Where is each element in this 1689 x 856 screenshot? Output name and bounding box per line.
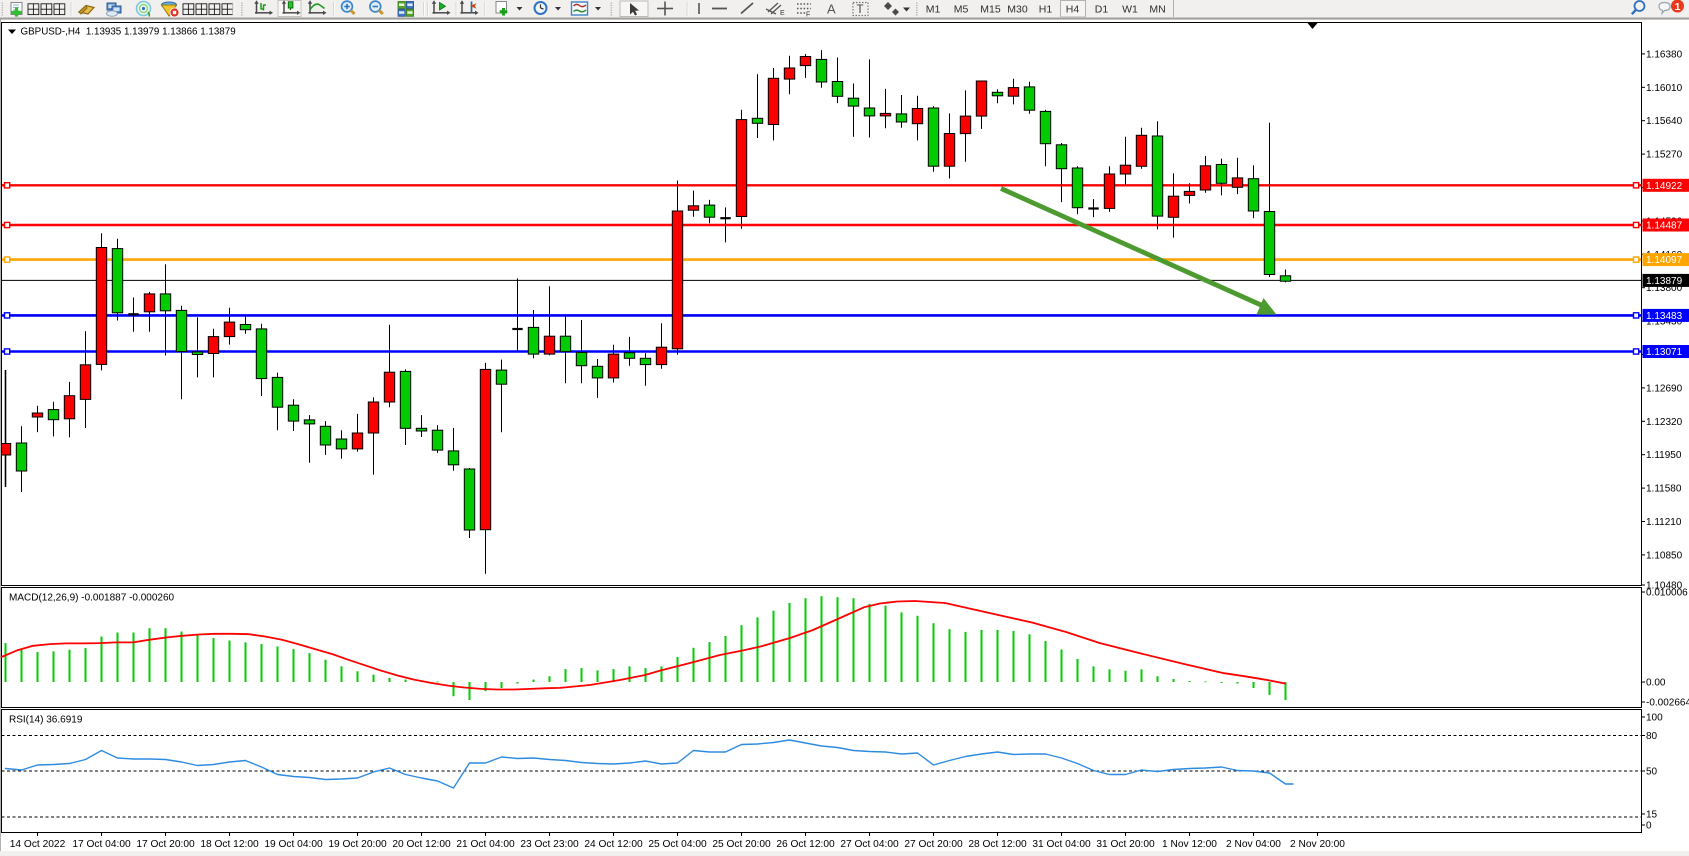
svg-text:27 Oct 04:00: 27 Oct 04:00 xyxy=(840,839,899,850)
svg-text:23 Oct 23:00: 23 Oct 23:00 xyxy=(520,839,579,850)
svg-text:27 Oct 20:00: 27 Oct 20:00 xyxy=(904,839,963,850)
svg-text:25 Oct 04:00: 25 Oct 04:00 xyxy=(648,839,707,850)
svg-text:0.010006: 0.010006 xyxy=(1646,588,1688,599)
svg-text:1.13071: 1.13071 xyxy=(1646,347,1683,358)
svg-text:80: 80 xyxy=(1646,731,1658,742)
svg-text:1.13800: 1.13800 xyxy=(1646,283,1683,294)
svg-text:1.15270: 1.15270 xyxy=(1646,150,1683,161)
svg-text:2 Nov 04:00: 2 Nov 04:00 xyxy=(1226,839,1281,850)
svg-text:1.10850: 1.10850 xyxy=(1646,550,1683,561)
svg-text:20 Oct 12:00: 20 Oct 12:00 xyxy=(392,839,451,850)
svg-text:MN: MN xyxy=(1149,4,1165,16)
svg-text:1.14097: 1.14097 xyxy=(1646,255,1683,266)
svg-text:26 Oct 12:00: 26 Oct 12:00 xyxy=(776,839,835,850)
svg-text:24 Oct 12:00: 24 Oct 12:00 xyxy=(584,839,643,850)
svg-text:MACD(12,26,9) -0.001887 -0.000: MACD(12,26,9) -0.001887 -0.000260 xyxy=(9,593,175,604)
svg-text:31 Oct 04:00: 31 Oct 04:00 xyxy=(1032,839,1091,850)
svg-text:31 Oct 20:00: 31 Oct 20:00 xyxy=(1096,839,1155,850)
svg-text:H4: H4 xyxy=(1066,4,1080,16)
svg-text:1.10480: 1.10480 xyxy=(1646,581,1683,592)
svg-text:T: T xyxy=(857,4,864,16)
svg-text:-0.002664: -0.002664 xyxy=(1646,698,1689,709)
svg-text:14 Oct 2022: 14 Oct 2022 xyxy=(10,839,66,850)
svg-text:1.12690: 1.12690 xyxy=(1646,383,1683,394)
svg-text:1.14922: 1.14922 xyxy=(1646,181,1683,192)
svg-text:1.15640: 1.15640 xyxy=(1646,116,1683,127)
svg-text:17 Oct 04:00: 17 Oct 04:00 xyxy=(72,839,131,850)
svg-text:25 Oct 20:00: 25 Oct 20:00 xyxy=(712,839,771,850)
svg-text:1.13879: 1.13879 xyxy=(1646,276,1683,287)
svg-text:GBPUSD-,H4 1.13935 1.13979 1.: GBPUSD-,H4 1.13935 1.13979 1.13866 1.138… xyxy=(21,27,236,38)
svg-text:17 Oct 20:00: 17 Oct 20:00 xyxy=(136,839,195,850)
svg-text:D1: D1 xyxy=(1095,4,1109,16)
svg-text:1.11210: 1.11210 xyxy=(1646,517,1682,528)
svg-text:1.16380: 1.16380 xyxy=(1646,49,1683,60)
svg-text:M30: M30 xyxy=(1007,4,1028,16)
svg-text:1.11950: 1.11950 xyxy=(1646,450,1682,461)
svg-text:W1: W1 xyxy=(1122,4,1138,16)
svg-text:1.14487: 1.14487 xyxy=(1646,221,1683,232)
svg-text:RSI(14) 36.6919: RSI(14) 36.6919 xyxy=(9,715,83,726)
svg-text:2 Nov 20:00: 2 Nov 20:00 xyxy=(1290,839,1345,850)
svg-text:1.16010: 1.16010 xyxy=(1646,83,1683,94)
svg-text:1.13430: 1.13430 xyxy=(1646,317,1683,328)
svg-text:0.00: 0.00 xyxy=(1646,678,1666,689)
svg-text:F: F xyxy=(806,12,810,19)
svg-text:A: A xyxy=(827,2,836,17)
svg-text:1.13483: 1.13483 xyxy=(1646,311,1683,322)
svg-text:0: 0 xyxy=(1646,821,1652,832)
svg-text:M5: M5 xyxy=(954,4,969,16)
svg-text:1.12320: 1.12320 xyxy=(1646,417,1683,428)
svg-text:21 Oct 04:00: 21 Oct 04:00 xyxy=(456,839,515,850)
svg-text:19 Oct 04:00: 19 Oct 04:00 xyxy=(264,839,323,850)
svg-text:18 Oct 12:00: 18 Oct 12:00 xyxy=(200,839,259,850)
svg-text:M15: M15 xyxy=(980,4,1001,16)
svg-text:19 Oct 20:00: 19 Oct 20:00 xyxy=(328,839,387,850)
svg-text:M1: M1 xyxy=(926,4,941,16)
svg-text:50: 50 xyxy=(1646,767,1658,778)
svg-text:1 Nov 12:00: 1 Nov 12:00 xyxy=(1162,839,1217,850)
svg-text:1: 1 xyxy=(1675,1,1681,13)
svg-text:1.11580: 1.11580 xyxy=(1646,484,1682,495)
svg-text:E: E xyxy=(780,10,785,17)
svg-text:H1: H1 xyxy=(1039,4,1053,16)
svg-text:28 Oct 12:00: 28 Oct 12:00 xyxy=(968,839,1027,850)
svg-text:100: 100 xyxy=(1646,713,1663,724)
svg-text:15: 15 xyxy=(1646,810,1658,821)
